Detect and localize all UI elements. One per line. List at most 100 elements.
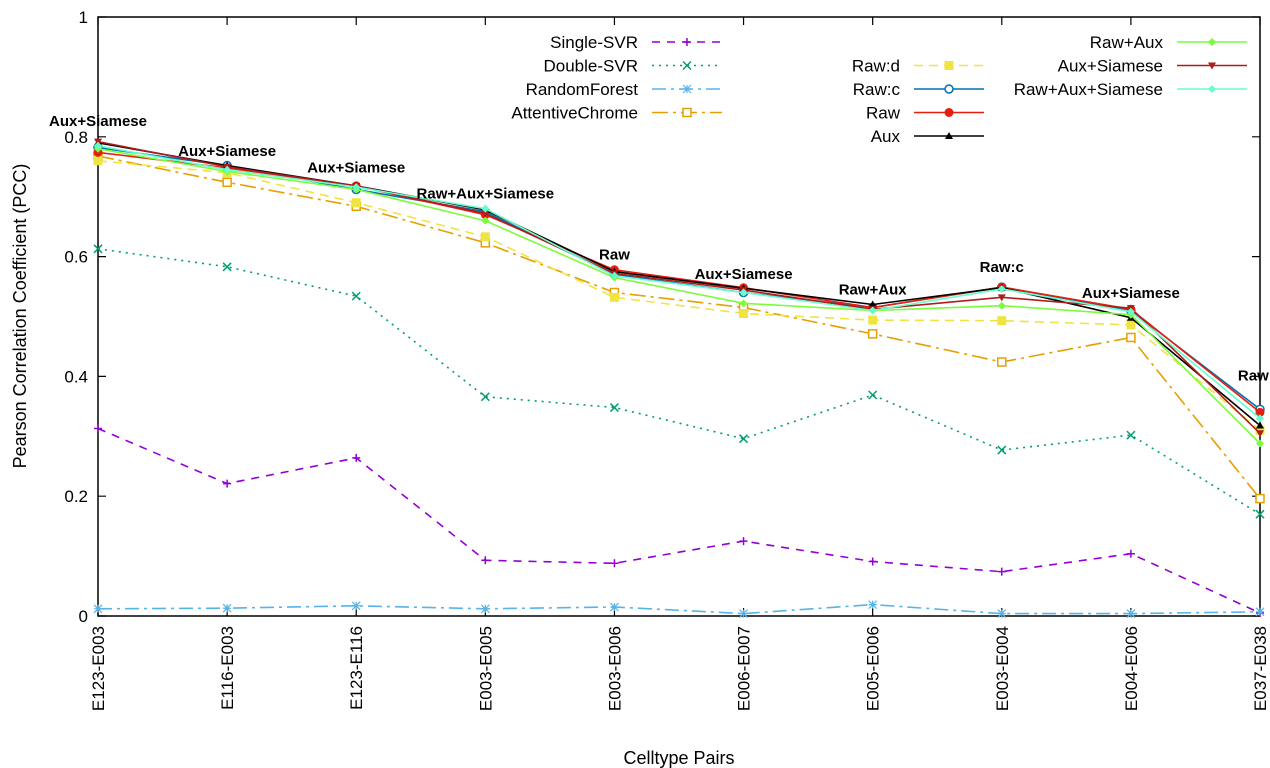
data-point [93, 604, 103, 614]
annotation-label: Aux+Siamese [178, 143, 276, 160]
data-point [867, 329, 878, 339]
y-tick-label: 0.8 [64, 128, 88, 147]
annotation-label: Aux+Siamese [695, 266, 793, 283]
data-point [997, 301, 1006, 310]
x-tick-label: E003-E004 [993, 626, 1012, 711]
legend-label: Raw:c [853, 80, 901, 99]
legend-label: Raw+Aux+Siamese [1014, 80, 1163, 99]
data-point [222, 177, 232, 188]
data-point [997, 567, 1006, 576]
data-point [739, 434, 749, 444]
data-point [480, 392, 490, 402]
x-tick-label: E005-E006 [864, 626, 883, 711]
data-point [1126, 609, 1136, 619]
x-tick-label: E116-E003 [218, 626, 237, 710]
y-axis-title: Pearson Correlation Coefficient (PCC) [10, 164, 30, 469]
legend-label: Raw [866, 104, 901, 123]
data-point [610, 271, 619, 280]
data-point [94, 141, 102, 150]
x-axis-title: Celltype Pairs [623, 748, 734, 768]
y-tick-label: 0 [79, 607, 88, 626]
data-point [868, 315, 878, 325]
legend-marker [944, 61, 954, 70]
series-line-single-svr [97, 427, 1261, 614]
data-point [351, 601, 361, 611]
legend-marker [682, 107, 692, 118]
legend-item-single-svr: Single-SVR [550, 33, 722, 52]
series-single-svr [94, 424, 1264, 618]
x-tick-label: E123-E116 [347, 626, 366, 710]
legend-marker [1208, 62, 1216, 70]
series-line-attentivechrome [97, 155, 1261, 500]
data-point [223, 165, 232, 174]
annotation-label: Raw+Aux+Siamese [417, 185, 555, 202]
legend-label: Raw:d [852, 57, 900, 76]
series-attentivechrome [93, 151, 1265, 504]
data-point [1126, 307, 1135, 316]
data-point [481, 216, 490, 225]
data-point [94, 424, 102, 433]
data-point [222, 603, 232, 613]
data-point [351, 291, 361, 301]
data-point [352, 453, 361, 462]
data-point [739, 609, 748, 619]
data-point [480, 232, 490, 242]
data-point [481, 204, 490, 213]
data-point [609, 292, 619, 302]
data-point [223, 479, 232, 488]
data-point [93, 156, 103, 166]
series-line-raw-aux [97, 148, 1261, 445]
data-point [868, 390, 878, 400]
data-point [481, 210, 490, 218]
data-point [997, 294, 1006, 302]
data-point [868, 557, 877, 566]
data-point [997, 609, 1007, 619]
legend-label: Aux+Siamese [1058, 57, 1163, 76]
legend-label: Aux [871, 127, 901, 146]
legend-item-raw-aux: Raw+Aux [1090, 33, 1247, 52]
data-point [1256, 439, 1264, 448]
data-point [609, 403, 619, 413]
data-point [739, 309, 749, 319]
legend-marker [1208, 85, 1216, 93]
data-point [93, 244, 103, 254]
data-point [997, 357, 1007, 367]
legend-item-aux-siamese: Aux+Siamese [1058, 57, 1247, 76]
data-point [1126, 332, 1136, 343]
annotation-label: Raw:c [1238, 368, 1270, 385]
legend-label: AttentiveChrome [511, 104, 638, 123]
series-line-randomforest [97, 603, 1261, 615]
series-double-svr [93, 244, 1265, 519]
legend-item-raw-c: Raw:c [853, 80, 984, 99]
series-line-raw-aux-siamese [97, 145, 1261, 419]
y-tick-label: 1 [79, 8, 88, 27]
data-point [610, 559, 619, 568]
legend-label: Raw+Aux [1090, 33, 1164, 52]
data-point [868, 306, 877, 315]
data-point [1256, 430, 1264, 438]
x-tick-label: E006-E007 [735, 626, 754, 711]
legend-item-raw: Raw [866, 104, 984, 123]
data-point [868, 300, 877, 308]
legend-marker [944, 108, 954, 117]
legend-label: RandomForest [526, 80, 639, 99]
data-point [610, 602, 619, 612]
series-randomforest [93, 600, 1265, 619]
data-point [1256, 414, 1264, 423]
data-point [1126, 549, 1135, 558]
legend-marker [945, 132, 953, 139]
data-point [481, 556, 490, 565]
series-layer [93, 138, 1265, 619]
y-axis: 0 0.2 0.4 0.6 0.8 1 [64, 8, 1260, 626]
data-point [351, 198, 361, 208]
annotation-label: Aux+Siamese [49, 113, 147, 130]
data-point [1256, 421, 1264, 429]
legend-marker [682, 84, 692, 94]
legend-item-double-svr: Double-SVR [544, 57, 722, 76]
legend-marker [682, 60, 692, 71]
x-tick-label: E003-E006 [605, 626, 624, 711]
legend-item-attentivechrome: AttentiveChrome [511, 104, 722, 123]
y-tick-label: 0.2 [64, 487, 88, 506]
data-point [868, 600, 878, 610]
